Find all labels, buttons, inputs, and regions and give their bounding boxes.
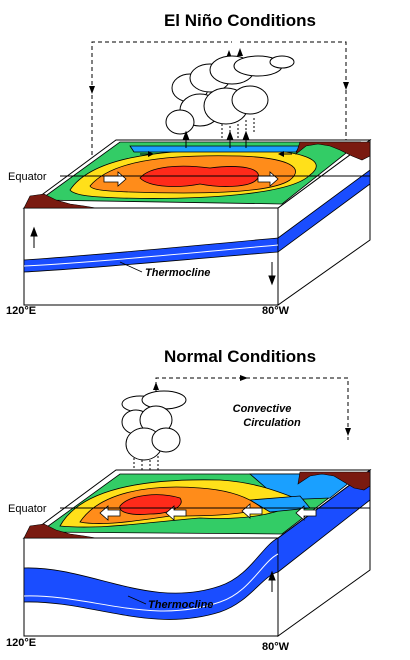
elnino-updraft-arrows	[182, 130, 250, 148]
normal-panel: Normal Conditions Convective Circulation	[0, 340, 410, 660]
normal-title: Normal Conditions	[164, 347, 316, 366]
normal-diagram: Normal Conditions Convective Circulation	[6, 347, 372, 653]
elnino-equator-label: Equator	[8, 171, 47, 183]
normal-convective-label-2: Circulation	[243, 417, 301, 429]
normal-equator-label: Equator	[8, 503, 47, 515]
normal-land-west	[23, 523, 97, 539]
normal-sst-map	[38, 473, 362, 535]
normal-convective-label-1: Convective	[233, 403, 292, 415]
elnino-title: El Niño Conditions	[164, 11, 316, 30]
normal-land-east	[297, 471, 371, 491]
normal-box-arrows	[268, 570, 276, 592]
elnino-lon-east: 80°W	[262, 305, 290, 317]
elnino-sst-map	[38, 141, 362, 205]
elnino-surface-arrows	[140, 151, 292, 157]
elnino-diagram: El Niño Conditions	[6, 11, 372, 317]
normal-thermocline-label: Thermocline	[148, 599, 213, 611]
elnino-panel: El Niño Conditions	[6, 11, 372, 317]
elnino-lon-west: 120°E	[6, 305, 36, 317]
elnino-cloud	[165, 55, 295, 135]
elnino-land-west	[23, 193, 97, 209]
elnino-thermocline-label: Thermocline	[145, 267, 210, 279]
normal-lon-east: 80°W	[262, 641, 290, 653]
elnino-circulation-loop	[91, 41, 347, 155]
normal-cloud	[121, 390, 187, 461]
elnino-box-arrows	[30, 226, 276, 286]
elnino-land-east	[295, 141, 371, 161]
normal-circulation-arrows	[153, 375, 351, 436]
normal-lon-west: 120°E	[6, 637, 36, 649]
